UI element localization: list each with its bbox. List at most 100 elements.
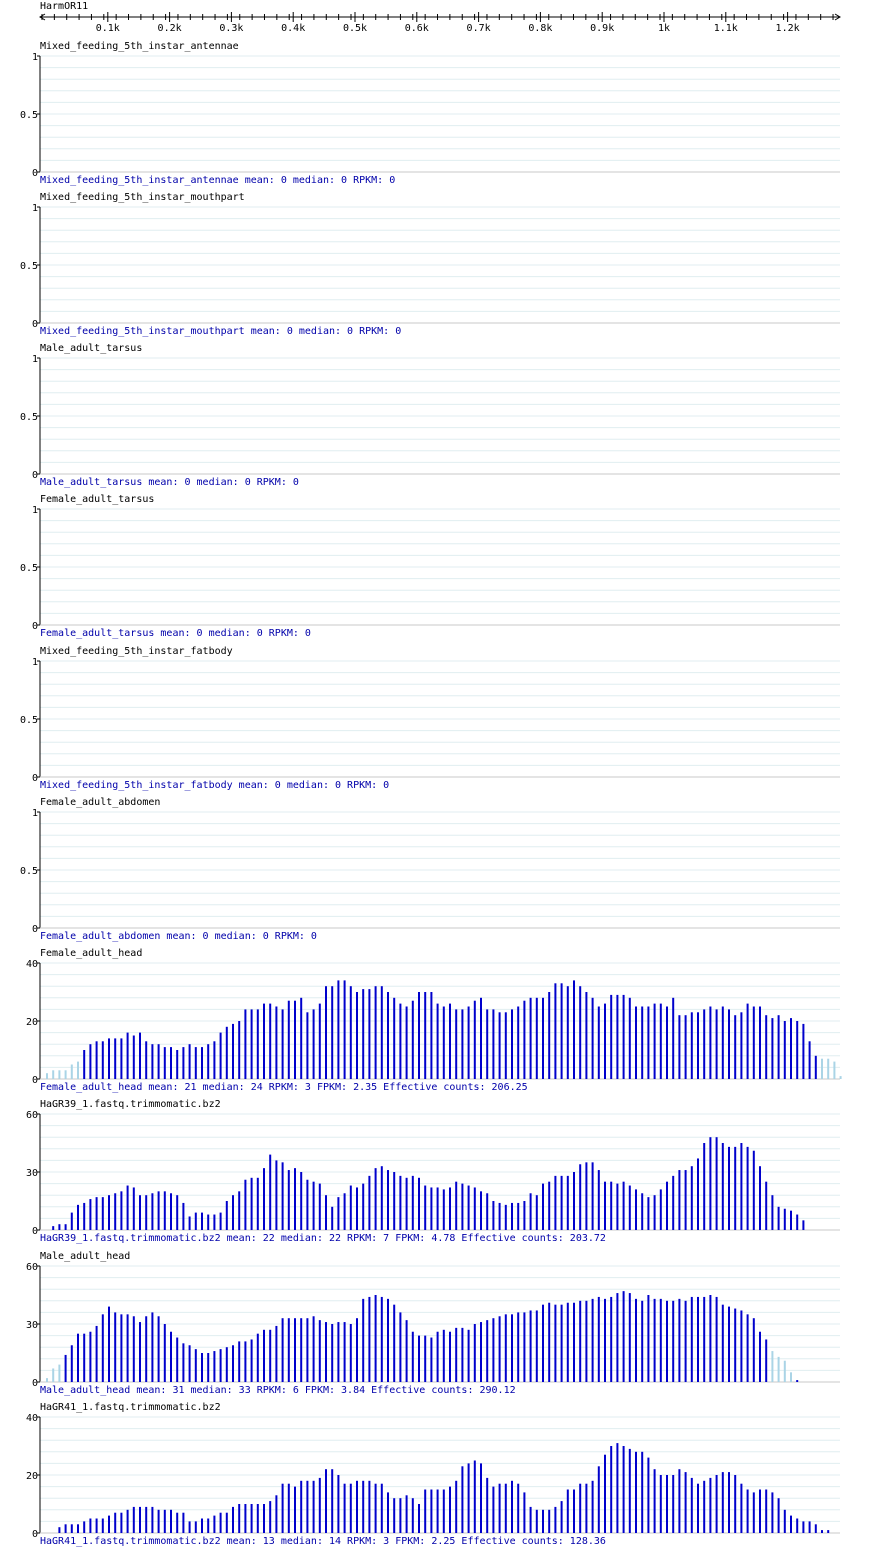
y-tick-label: 0 [32,1378,38,1389]
coverage-bar [294,1000,296,1079]
coverage-bar [356,1318,358,1382]
coverage-bar [535,1310,538,1382]
coverage-bar [306,1480,309,1533]
y-tick-label: 0 [32,1226,38,1237]
coverage-bar [554,1304,557,1382]
coverage-bar [213,1351,216,1382]
coverage-bar [70,1064,73,1079]
coverage-bar [721,1472,724,1533]
coverage-bar [709,1137,712,1230]
coverage-bar [734,1146,737,1230]
coverage-bar [418,992,420,1079]
coverage-bar [666,1006,668,1079]
coverage-bar [163,1047,166,1079]
y-tick-label: 0.5 [20,715,38,726]
coverage-bar [151,1193,154,1230]
coverage-bar [628,1293,631,1382]
coverage-bar [300,1172,303,1230]
coverage-bar [765,1489,768,1533]
coverage-bar [250,1504,253,1533]
coverage-bar [120,1512,123,1533]
coverage-bar [449,1486,451,1533]
coverage-bar [740,1143,743,1230]
coverage-bar [176,1050,179,1079]
y-tick-label: 20 [26,1471,38,1482]
coverage-bar [796,1021,799,1079]
coverage-bar [337,980,340,1079]
coverage-bar [591,997,594,1079]
coverage-bar [690,1166,693,1230]
coverage-bar [759,1166,761,1230]
coverage-bar [622,1291,625,1382]
coverage-bar [263,1003,265,1079]
coverage-bar [83,1333,86,1382]
coverage-bar [356,992,358,1079]
coverage-bar [498,1012,501,1079]
coverage-bar [300,1318,303,1382]
coverage-bar [101,1197,104,1230]
coverage-bar [343,1193,346,1230]
coverage-bar [126,1032,129,1079]
coverage-bar [511,1009,513,1079]
coverage-bar [95,1197,98,1230]
coverage-bar [250,1177,253,1230]
coverage-bar [746,1314,749,1382]
coverage-bar [176,1337,179,1382]
coverage-bar [622,1181,625,1230]
coverage-bar [380,1296,383,1382]
y-tick-label: 0 [32,470,38,481]
y-tick-label: 1 [32,808,38,819]
coverage-bar [77,1061,79,1079]
coverage-bar [641,1300,644,1382]
coverage-bar [697,1483,699,1533]
coverage-bar [170,1331,172,1382]
coverage-bar [393,997,396,1079]
coverage-bar [573,980,575,1079]
coverage-bar [635,1451,637,1533]
coverage-bar [759,1489,761,1533]
coverage-bar [244,1504,247,1533]
coverage-bar [740,1483,743,1533]
coverage-bar [777,1206,780,1230]
y-tick-label: 0.5 [20,412,38,423]
coverage-bar [678,1170,681,1230]
coverage-bar [697,1158,699,1230]
coverage-bar [430,1337,433,1382]
coverage-bar [269,1003,272,1079]
coverage-bar [201,1212,203,1230]
y-tick-label: 0 [32,1529,38,1540]
coverage-bar [405,1006,408,1079]
coverage-bar [709,1006,712,1079]
coverage-bar [746,1003,749,1079]
coverage-bar [163,1324,166,1382]
coverage-bar [715,1137,718,1230]
coverage-bar [591,1480,594,1533]
y-tick-label: 0.5 [20,866,38,877]
y-tick-label: 0.5 [20,563,38,574]
coverage-bar [616,1183,619,1230]
coverage-bar [610,994,613,1079]
coverage-bar [356,1187,358,1230]
coverage-bar [114,1312,117,1382]
coverage-bar [213,1041,216,1079]
coverage-bar [250,1009,253,1079]
coverage-bar [318,1320,321,1382]
coverage-bar [89,1199,92,1230]
coverage-bar [424,1489,427,1533]
coverage-bar [604,1003,606,1079]
coverage-bar [610,1181,613,1230]
y-tick-label: 0 [32,773,38,784]
coverage-bar [802,1220,805,1230]
coverage-bar [331,1324,334,1382]
coverage-bar [58,1224,61,1230]
coverage-bar [318,1477,321,1533]
coverage-bar [802,1521,805,1533]
coverage-bar [120,1038,123,1079]
coverage-bar [523,1201,526,1230]
coverage-bar [194,1349,197,1382]
coverage-bar [467,1463,470,1533]
coverage-bar [548,1302,551,1382]
